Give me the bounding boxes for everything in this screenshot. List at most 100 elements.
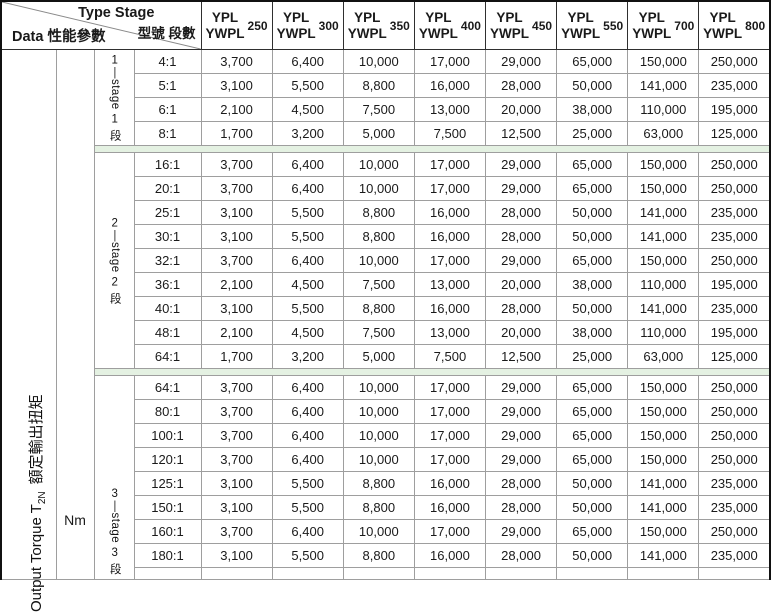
table-row: 30:1 3,100 5,500 8,800 16,000 28,000 50,000 141… xyxy=(1,224,771,249)
stage-label: 2—stage 2 段 xyxy=(108,216,121,305)
torque-value-cell: 12,500 xyxy=(484,121,558,146)
torque-value-cell: 141,000 xyxy=(627,73,700,98)
torque-value-cell: 7,500 xyxy=(342,320,415,345)
torque-value-cell: 10,000 xyxy=(342,519,415,544)
model-name-ywpl: YWPL xyxy=(276,25,316,41)
torque-value-cell: 3,700 xyxy=(200,176,273,201)
ratio-cell: 48:1 xyxy=(133,320,202,345)
torque-value-cell: 5,000 xyxy=(342,121,415,146)
torque-value-cell: 4,500 xyxy=(271,320,344,345)
torque-value-cell: 6,400 xyxy=(271,519,344,544)
torque-value-cell: 110,000 xyxy=(627,272,700,297)
torque-value-cell: 235,000 xyxy=(698,495,771,520)
torque-value-cell: 5,500 xyxy=(271,73,344,98)
torque-value-cell: 28,000 xyxy=(484,200,558,225)
torque-value-cell: 250,000 xyxy=(698,447,771,472)
torque-value-cell: 29,000 xyxy=(484,519,558,544)
torque-value-cell: 29,000 xyxy=(484,49,558,74)
model-names: YPL YWPL xyxy=(206,10,245,40)
torque-value-cell: 150,000 xyxy=(627,176,700,201)
output-torque-sub: 2N xyxy=(37,491,48,505)
torque-value-cell: 28,000 xyxy=(484,224,558,249)
model-header: YPL YWPL 550 xyxy=(557,10,627,40)
table-row: 3—stage 3 段 64:1 3,700 6,400 10,000 17,000 29,… xyxy=(1,375,771,580)
torque-value-cell: 150,000 xyxy=(627,519,700,544)
continuation-cell xyxy=(627,567,700,580)
torque-value-cell: 25,000 xyxy=(556,121,629,146)
torque-value-cell: 38,000 xyxy=(556,272,629,297)
group-separator-row xyxy=(1,145,771,153)
torque-value-cell: 195,000 xyxy=(698,272,771,297)
torque-value-cell: 20,000 xyxy=(484,97,558,122)
model-name-ywpl: YWPL xyxy=(205,25,245,41)
torque-value-cell: 17,000 xyxy=(413,519,487,544)
model-names: YPL YWPL xyxy=(632,10,671,40)
model-size: 300 xyxy=(318,18,339,33)
torque-value-cell: 63,000 xyxy=(627,344,700,369)
torque-value-cell: 38,000 xyxy=(556,320,629,345)
ratio-cell: 180:1 xyxy=(133,543,202,568)
torque-value-cell: 65,000 xyxy=(556,176,629,201)
torque-value-cell: 110,000 xyxy=(627,320,700,345)
torque-value-cell: 4,500 xyxy=(271,97,344,122)
torque-value-cell: 65,000 xyxy=(556,447,629,472)
output-torque-en: Output Torque T xyxy=(28,504,45,612)
ratio-cell: 6:1 xyxy=(133,97,202,122)
model-column-header: YPL YWPL 300 xyxy=(271,0,344,50)
torque-value-cell: 6,400 xyxy=(271,49,344,74)
torque-value-cell: 65,000 xyxy=(556,248,629,273)
torque-value-cell: 8,800 xyxy=(342,543,415,568)
torque-value-cell: 8,800 xyxy=(342,224,415,249)
model-names: YPL YWPL xyxy=(419,10,458,40)
torque-value-cell: 28,000 xyxy=(484,471,558,496)
model-name-ypl: YPL xyxy=(425,10,452,26)
continuation-cell xyxy=(133,567,202,580)
torque-value-cell: 6,400 xyxy=(271,248,344,273)
torque-value-cell: 10,000 xyxy=(342,447,415,472)
table-body: Output Torque T2N額定輸出扭矩 Nm 1—stage 1 段 4:1 3… xyxy=(0,49,771,612)
table-row: 2—stage 2 段 16:1 3,700 6,400 10,000 17,000 29,… xyxy=(1,152,771,369)
ratio-cell: 8:1 xyxy=(133,121,202,146)
torque-value-cell: 4,500 xyxy=(271,272,344,297)
torque-value-cell: 141,000 xyxy=(627,296,700,321)
torque-value-cell: 16,000 xyxy=(413,296,487,321)
torque-value-cell: 10,000 xyxy=(342,176,415,201)
model-column-header: YPL YWPL 700 xyxy=(627,0,700,50)
model-size: 450 xyxy=(532,18,553,33)
model-name-ywpl: YWPL xyxy=(490,25,530,41)
stage-cell-1: 1—stage 1 段 xyxy=(93,49,135,146)
torque-value-cell: 250,000 xyxy=(698,375,771,400)
ratio-cell: 40:1 xyxy=(133,296,202,321)
torque-value-cell: 10,000 xyxy=(342,423,415,448)
torque-value-cell: 8,800 xyxy=(342,73,415,98)
torque-value-cell: 16,000 xyxy=(413,543,487,568)
torque-value-cell: 63,000 xyxy=(627,121,700,146)
torque-value-cell: 150,000 xyxy=(627,423,700,448)
torque-value-cell: 3,200 xyxy=(271,344,344,369)
torque-value-cell: 8,800 xyxy=(342,200,415,225)
table-row: 20:1 3,700 6,400 10,000 17,000 29,000 65,000 15… xyxy=(1,176,771,201)
model-name-ywpl: YWPL xyxy=(418,25,458,41)
output-torque-label: Output Torque T2N 額定輸出扭矩 xyxy=(25,394,48,612)
model-header: YPL YWPL 700 xyxy=(628,10,698,40)
torque-value-cell: 6,400 xyxy=(271,176,344,201)
model-name-ypl: YPL xyxy=(638,10,665,26)
model-header: YPL YWPL 800 xyxy=(699,10,769,40)
torque-value-cell: 16,000 xyxy=(413,471,487,496)
torque-value-cell: 2,100 xyxy=(200,320,273,345)
torque-value-cell: 13,000 xyxy=(413,272,487,297)
model-names: YPL YWPL xyxy=(490,10,529,40)
model-name-ywpl: YWPL xyxy=(703,25,743,41)
torque-value-cell: 250,000 xyxy=(698,152,771,177)
torque-value-cell: 17,000 xyxy=(413,49,487,74)
torque-value-cell: 3,100 xyxy=(200,471,273,496)
table-row: 64:1 1,700 3,200 5,000 7,500 12,500 25,000 63,0… xyxy=(1,344,771,369)
stage-label: 3—stage 3 段 xyxy=(108,488,121,576)
table-row: 8:1 1,700 3,200 5,000 7,500 12,500 25,000 63,00… xyxy=(1,121,771,146)
model-name-ywpl: YWPL xyxy=(347,25,387,41)
model-column-header: YPL YWPL 550 xyxy=(556,0,629,50)
model-name-ypl: YPL xyxy=(709,10,736,26)
torque-value-cell: 65,000 xyxy=(556,375,629,400)
model-name-ywpl: YWPL xyxy=(632,25,672,41)
ratio-cell: 5:1 xyxy=(133,73,202,98)
